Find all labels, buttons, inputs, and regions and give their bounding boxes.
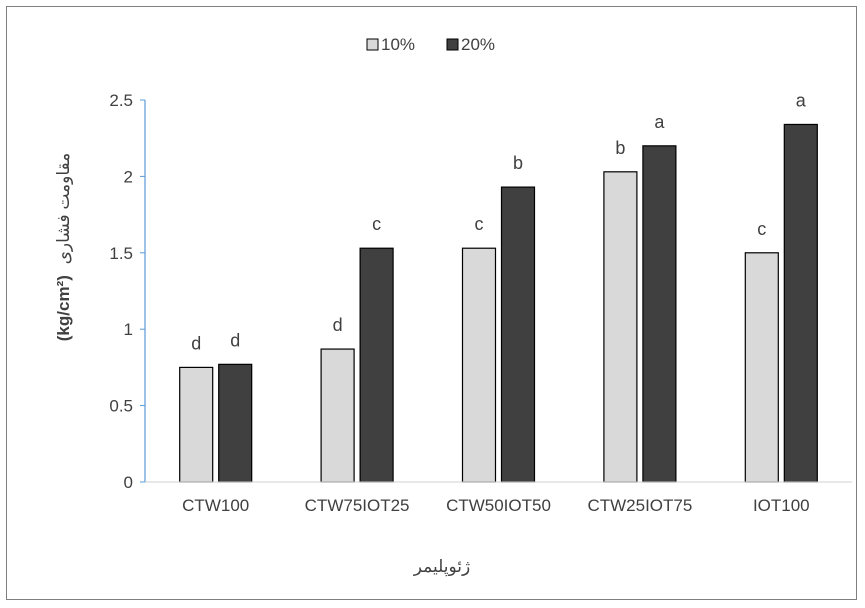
legend-label: 20% [461,35,495,54]
bar-20pct-CTW25IOT75 [642,145,677,483]
x-tick-label: IOT100 [753,496,810,515]
bar-10pct-CTW75IOT25 [320,348,355,483]
bar-20pct-IOT100 [783,123,818,483]
y-axis-unit: (kg/cm²) [54,275,73,341]
legend-swatch [446,38,459,51]
x-tick-label: CTW75IOT25 [305,496,410,515]
bar-significance-label: d [230,330,240,350]
bar-significance-label: d [333,315,343,335]
y-tick-label: 2 [124,167,133,186]
bar-20pct-CTW100 [218,363,253,483]
y-tick-label: 0.5 [109,397,133,416]
legend-label: 10% [381,35,415,54]
bar-20pct-CTW50IOT50 [500,186,536,483]
bar-significance-label: d [191,333,201,353]
bar-10pct-CTW100 [179,366,214,483]
x-tick-label: CTW25IOT75 [587,496,692,515]
bar-20pct-CTW75IOT25 [359,247,394,483]
bar-significance-label: b [615,138,625,158]
y-axis-title: مقاومت فشاری [54,153,73,265]
bar-10pct-CTW25IOT75 [603,171,638,483]
bar-significance-label: c [757,219,766,239]
y-axis-label: (kg/cm²) مقاومت فشاری [54,153,73,341]
bar-significance-label: a [796,90,807,110]
bar-significance-label: a [654,112,665,132]
x-tick-label: CTW100 [182,496,249,515]
bar-significance-label: c [475,214,484,234]
legend-swatch [366,38,379,51]
bar-10pct-IOT100 [744,252,779,483]
y-tick-label: 1 [124,320,133,339]
y-tick-label: 1.5 [109,244,133,263]
bar-significance-label: b [513,153,523,173]
bar-significance-label: c [372,214,381,234]
legend: 10% 20% [366,35,495,54]
y-tick-label: 2.5 [109,91,133,110]
x-tick-label: CTW50IOT50 [446,496,551,515]
y-axis: 0 0.5 1 1.5 2 2.5 [109,91,146,492]
bars: d d d c c b b a c a [179,90,818,483]
x-axis-label: ژئوپلیمر [413,557,470,577]
y-tick-label: 0 [124,473,133,492]
x-axis: CTW100 CTW75IOT25 CTW50IOT50 CTW25IOT75 IOT1… [145,481,852,515]
bar-10pct-CTW50IOT50 [461,247,497,483]
